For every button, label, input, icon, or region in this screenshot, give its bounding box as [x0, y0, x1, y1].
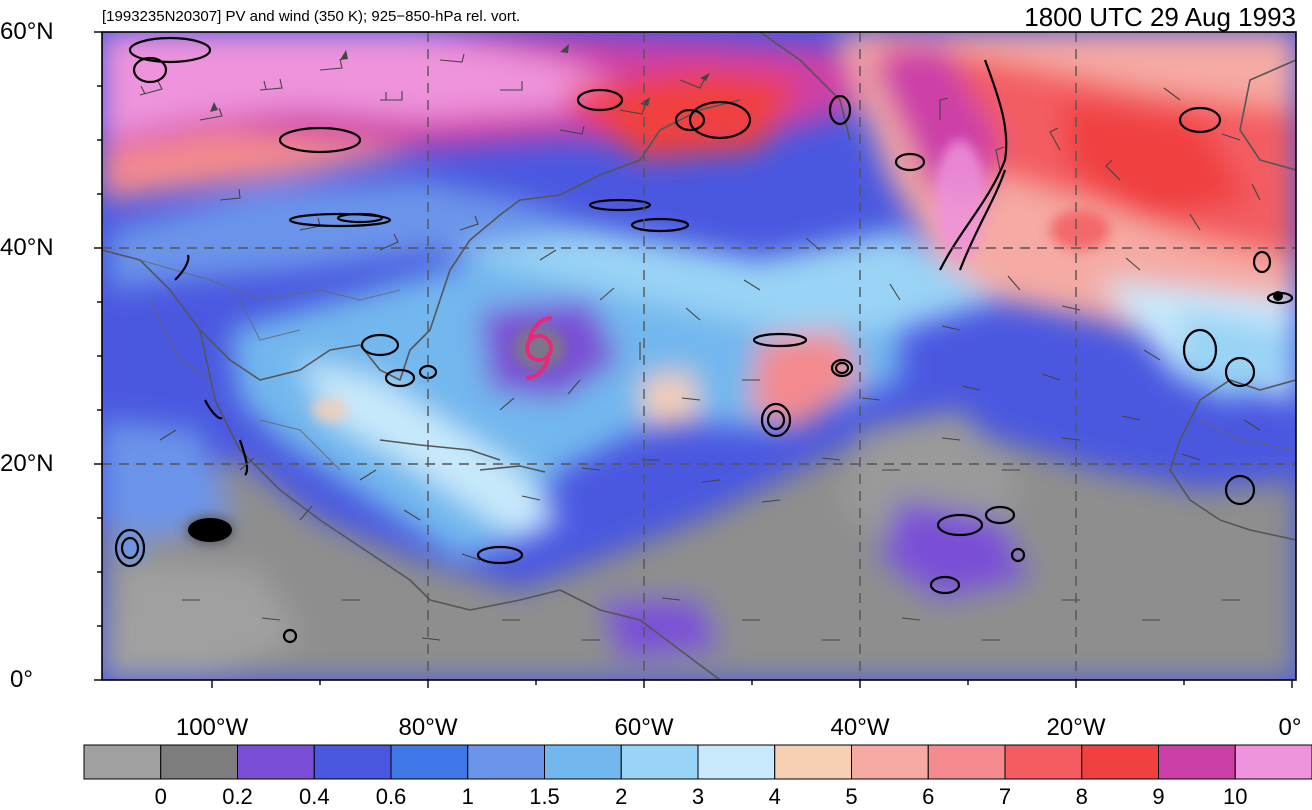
- colorbar-label: 9: [1152, 784, 1165, 809]
- colorbar-box: [1081, 744, 1159, 780]
- lon-label-40w: 40°W: [830, 714, 890, 741]
- colorbar-box: [467, 744, 545, 780]
- colorbar-box: [1234, 744, 1312, 780]
- colorbar-label: 0.4: [299, 784, 330, 809]
- colorbar-box: [313, 744, 392, 780]
- colorbar-box: [390, 744, 469, 780]
- plot-title: 1800 UTC 29 Aug 1993: [1024, 2, 1296, 32]
- colorbar-label: 0: [154, 784, 167, 809]
- colorbar-label: 1.5: [529, 784, 560, 809]
- colorbar-label: 2: [615, 784, 628, 809]
- lon-label-100w: 100°W: [175, 714, 249, 741]
- colorbar-label: 0.6: [375, 784, 407, 809]
- colorbar: [83, 744, 1312, 780]
- lat-label-20n: 20°N: [0, 450, 54, 477]
- colorbar-box: [927, 744, 1006, 780]
- colorbar-box: [774, 744, 852, 780]
- colorbar-label: 0.2: [222, 784, 253, 809]
- colorbar-label: 3: [691, 784, 705, 809]
- colorbar-box: [620, 744, 699, 780]
- colorbar-label: 8: [1075, 784, 1088, 809]
- lat-label-0: 0°: [10, 666, 33, 693]
- colorbar-box: [544, 744, 622, 780]
- lon-label-0: 0°: [1278, 714, 1302, 741]
- lat-label-40n: 40°N: [0, 234, 54, 261]
- plot-subtitle: [1993235N20307] PV and wind (350 K); 925…: [102, 8, 521, 25]
- colorbar-label: 4: [768, 784, 781, 809]
- tropical-cyclone-icon: [525, 316, 553, 380]
- colorbar-label: 5: [845, 784, 858, 809]
- colorbar-label: 7: [998, 784, 1012, 809]
- lat-label-60n: 60°N: [0, 18, 54, 45]
- colorbar-box: [160, 744, 238, 780]
- colorbar-box: [83, 744, 162, 780]
- lon-label-20w: 20°W: [1046, 714, 1106, 741]
- colorbar-box: [1158, 744, 1236, 780]
- colorbar-label: 1: [461, 784, 474, 809]
- lon-label-80w: 80°W: [398, 714, 458, 741]
- colorbar-box: [237, 744, 315, 780]
- colorbar-box: [1004, 744, 1083, 780]
- colorbar-box: [851, 744, 929, 780]
- colorbar-label: 6: [922, 784, 935, 809]
- colorbar-box: [697, 744, 776, 780]
- colorbar-label: 10: [1223, 784, 1248, 809]
- pv-field: [102, 32, 1296, 680]
- lon-label-60w: 60°W: [614, 714, 674, 741]
